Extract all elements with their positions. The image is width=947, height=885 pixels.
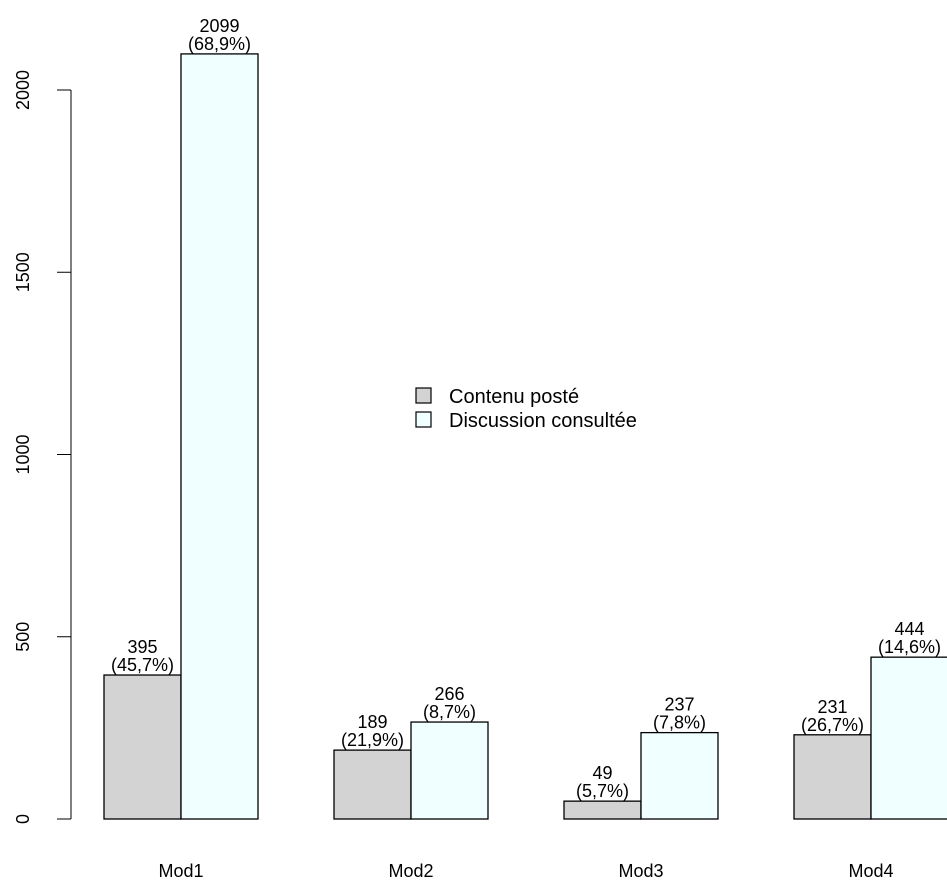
data-label-value: 2099 — [199, 16, 239, 36]
legend-swatch — [415, 387, 432, 404]
x-tick-label: Mod4 — [848, 861, 893, 881]
x-tick-label: Mod3 — [618, 861, 663, 881]
x-tick-label: Mod2 — [388, 861, 433, 881]
data-label-percent: (68,9%) — [188, 34, 251, 54]
data-label-value: 266 — [434, 684, 464, 704]
bar — [793, 734, 872, 820]
bar — [870, 656, 947, 820]
x-tick-label: Mod1 — [158, 861, 203, 881]
y-axis: 0 500 1000 1500 2000 — [13, 70, 72, 824]
y-tick-label: 500 — [13, 622, 33, 652]
data-label-value: 444 — [894, 619, 924, 639]
data-label-value: 231 — [817, 697, 847, 717]
data-label-percent: (5,7%) — [576, 781, 629, 801]
bar — [333, 749, 412, 820]
data-label-percent: (14,6%) — [878, 637, 941, 657]
data-label-value: 237 — [664, 695, 694, 715]
bar — [640, 731, 719, 820]
data-label-percent: (8,7%) — [423, 702, 476, 722]
data-label-value: 189 — [357, 712, 387, 732]
bar — [410, 721, 489, 820]
data-label-percent: (21,9%) — [341, 730, 404, 750]
y-tick-label: 2000 — [13, 70, 33, 110]
bars — [103, 53, 947, 820]
data-label-percent: (26,7%) — [801, 715, 864, 735]
y-tick-label: 0 — [13, 814, 33, 824]
data-label-percent: (7,8%) — [653, 713, 706, 733]
bar — [103, 674, 182, 820]
data-label-percent: (45,7%) — [111, 655, 174, 675]
bar — [563, 800, 642, 820]
category-labels: Mod1 Mod2 Mod3 Mod4 — [158, 861, 893, 881]
legend-label: Discussion consultée — [449, 410, 637, 432]
legend-swatch — [415, 411, 432, 428]
bar — [180, 53, 259, 820]
y-tick-label: 1500 — [13, 252, 33, 292]
data-label-value: 49 — [592, 763, 612, 783]
data-label-value: 395 — [127, 637, 157, 657]
legend-label: Contenu posté — [449, 386, 579, 408]
y-tick-label: 1000 — [13, 434, 33, 474]
data-labels: (45,7%)395 (68,9%)2099 (21,9%)189 (8,7%)266… — [111, 16, 941, 801]
